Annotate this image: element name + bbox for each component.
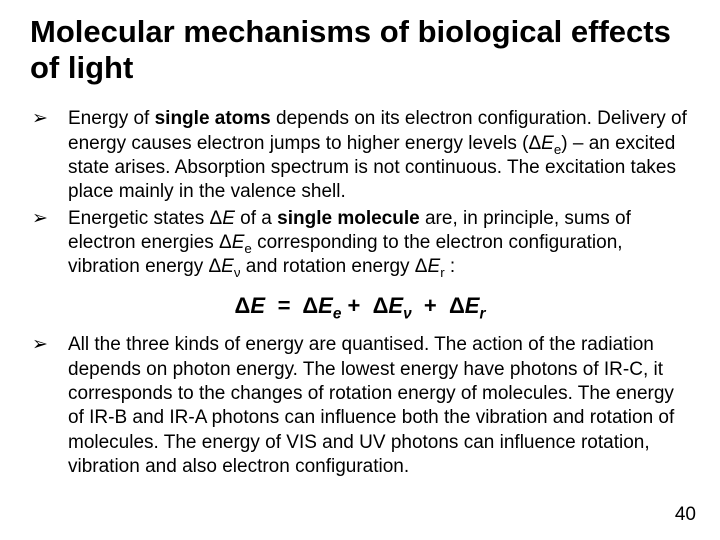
bullet-list-2: All the three kinds of energy are quanti… bbox=[24, 333, 692, 479]
bullet-1: Energy of single atoms depends on its el… bbox=[24, 107, 692, 204]
bullet-list: Energy of single atoms depends on its el… bbox=[24, 107, 692, 279]
slide-title: Molecular mechanisms of biological effec… bbox=[30, 14, 696, 85]
bullet-2: Energetic states ΔE of a single molecule… bbox=[24, 207, 692, 280]
equation: ΔE = ΔEe + ΔEν + ΔEr bbox=[24, 293, 696, 319]
page-number: 40 bbox=[675, 504, 696, 526]
slide: Molecular mechanisms of biological effec… bbox=[0, 0, 720, 540]
bullet-3: All the three kinds of energy are quanti… bbox=[24, 333, 692, 479]
